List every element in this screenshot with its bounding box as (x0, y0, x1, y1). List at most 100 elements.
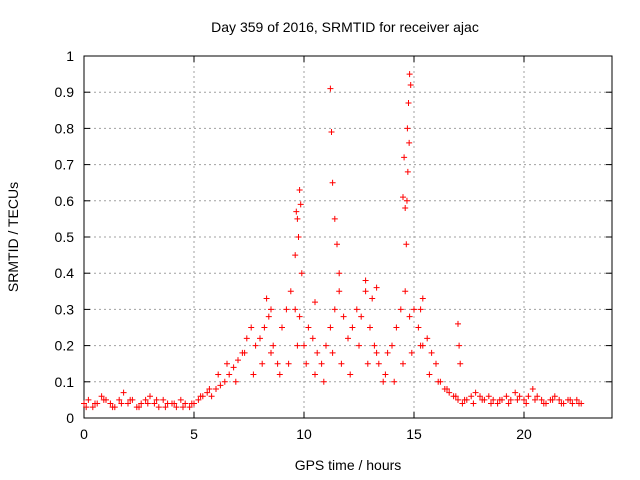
data-points (81, 71, 585, 411)
data-point (529, 386, 536, 393)
data-point (358, 313, 365, 320)
x-tick-label: 0 (80, 426, 88, 442)
data-point (433, 360, 439, 367)
data-point (338, 360, 345, 367)
data-point (373, 284, 380, 291)
data-point (461, 396, 468, 403)
y-tick-label: 0.2 (55, 338, 75, 354)
data-point (459, 400, 466, 407)
data-point (369, 295, 376, 302)
data-point (367, 324, 373, 331)
data-point (116, 396, 123, 403)
data-point (457, 360, 464, 367)
data-point (89, 404, 96, 411)
x-axis: 0 5 10 15 20 (80, 56, 532, 442)
data-point (257, 335, 263, 342)
data-point (204, 389, 211, 396)
data-point (407, 81, 414, 88)
data-point (426, 371, 433, 378)
data-point (375, 360, 382, 367)
data-point (393, 324, 400, 331)
data-point (505, 400, 512, 407)
data-point (296, 313, 303, 320)
data-point (312, 371, 318, 378)
data-point (403, 197, 410, 204)
data-point (540, 400, 547, 407)
data-point (435, 378, 442, 385)
data-point (314, 349, 321, 356)
data-point (250, 371, 257, 378)
data-point (373, 349, 380, 356)
data-point (297, 201, 304, 208)
data-point (162, 404, 169, 411)
data-point (182, 400, 189, 407)
data-point (494, 400, 501, 407)
data-point (523, 400, 530, 407)
data-point (349, 324, 356, 331)
data-point (331, 215, 338, 222)
data-point (391, 378, 398, 385)
data-point (276, 371, 283, 378)
data-point (127, 396, 134, 403)
data-point (293, 208, 300, 215)
data-point (147, 393, 153, 400)
data-point (285, 360, 292, 367)
data-point (490, 396, 497, 403)
data-point (120, 389, 127, 396)
plot-frame (83, 55, 613, 419)
data-point (295, 234, 302, 240)
data-point (404, 125, 411, 132)
y-tick-label: 0.6 (55, 193, 75, 209)
data-point (408, 349, 415, 356)
data-point (329, 349, 336, 356)
data-point (241, 349, 248, 356)
x-tick-label: 5 (190, 426, 198, 442)
data-point (336, 270, 343, 277)
data-point (452, 393, 459, 400)
y-tick-label: 0.4 (55, 265, 75, 281)
data-point (125, 400, 131, 407)
data-point (356, 342, 362, 349)
data-point (195, 396, 202, 403)
data-point (283, 306, 290, 313)
data-point (274, 360, 281, 367)
data-point (248, 324, 255, 331)
data-point (292, 252, 299, 259)
x-tick-label: 10 (296, 426, 312, 442)
data-point (485, 393, 492, 400)
data-point (298, 270, 305, 277)
data-point (406, 71, 413, 78)
data-point (411, 306, 417, 313)
data-point (100, 396, 107, 403)
data-point (558, 400, 565, 407)
data-point (294, 342, 301, 349)
data-point (534, 393, 541, 400)
data-point (514, 396, 521, 403)
data-point (197, 393, 204, 400)
data-point (428, 349, 435, 356)
data-point (446, 389, 453, 396)
data-point (232, 378, 239, 385)
data-point (235, 357, 241, 364)
data-point (268, 306, 274, 313)
data-point (215, 371, 222, 378)
data-point (362, 288, 369, 295)
data-point (455, 320, 461, 327)
y-tick-label: 0.9 (55, 84, 75, 100)
data-point (186, 404, 193, 411)
data-point (261, 324, 268, 331)
data-point (477, 393, 483, 400)
data-point (230, 364, 237, 371)
data-point (142, 396, 149, 403)
data-point (468, 393, 475, 400)
data-point (160, 396, 167, 403)
y-tick-label: 0.8 (55, 120, 75, 136)
data-point (538, 396, 545, 403)
data-point (177, 396, 184, 403)
data-point (512, 389, 519, 396)
data-point (353, 306, 360, 313)
data-point (331, 306, 338, 313)
data-point (532, 396, 538, 403)
data-point (567, 396, 574, 403)
data-point (403, 241, 410, 248)
